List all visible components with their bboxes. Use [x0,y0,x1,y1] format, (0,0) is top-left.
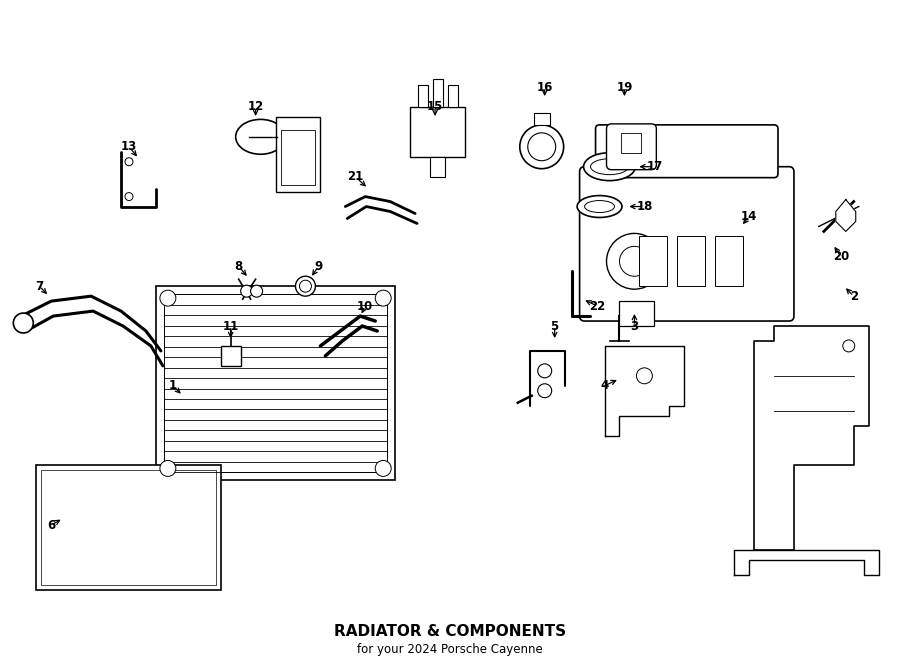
Bar [41,471,216,585]
Text: 10: 10 [357,299,374,313]
Ellipse shape [577,196,622,217]
FancyBboxPatch shape [607,124,656,170]
Bar [410,107,465,157]
FancyBboxPatch shape [596,125,778,178]
Bar [534,113,550,125]
Text: 14: 14 [741,210,757,223]
Text: 11: 11 [222,319,239,332]
Bar [639,237,667,286]
Text: 19: 19 [616,81,633,93]
Circle shape [842,340,855,352]
Ellipse shape [236,120,285,154]
Text: 20: 20 [832,250,849,263]
Bar [622,133,642,153]
Bar [433,79,443,107]
Text: RADIATOR & COMPONENTS: RADIATOR & COMPONENTS [334,624,566,639]
Polygon shape [754,326,868,550]
Circle shape [537,364,552,378]
Text: 8: 8 [235,260,243,273]
Circle shape [14,313,33,333]
Bar [164,294,387,473]
Text: 12: 12 [248,100,264,114]
Bar [430,157,445,176]
Circle shape [295,276,315,296]
Text: 9: 9 [314,260,322,273]
Text: 17: 17 [646,160,662,173]
Bar [418,85,428,107]
Text: 1: 1 [169,379,177,392]
Circle shape [375,461,392,477]
Bar [619,301,654,326]
Circle shape [619,247,650,276]
Circle shape [375,290,392,306]
Text: 2: 2 [850,290,858,303]
Bar [36,465,220,590]
Bar [716,237,743,286]
Text: 22: 22 [590,299,606,313]
Ellipse shape [583,153,635,180]
Circle shape [527,133,555,161]
Polygon shape [836,200,856,231]
Text: 5: 5 [551,319,559,332]
Polygon shape [605,346,684,436]
Bar [448,85,458,107]
Ellipse shape [585,200,615,212]
FancyBboxPatch shape [580,167,794,321]
Text: 15: 15 [427,100,443,114]
Bar [281,130,315,184]
Bar [156,286,395,481]
Text: 7: 7 [35,280,43,293]
Text: for your 2024 Porsche Cayenne: for your 2024 Porsche Cayenne [357,643,543,656]
Circle shape [160,290,176,306]
Circle shape [125,192,133,200]
Circle shape [250,285,263,297]
Text: 3: 3 [630,319,638,332]
Bar [275,117,320,192]
Text: 18: 18 [636,200,652,213]
Circle shape [300,280,311,292]
Text: 13: 13 [121,140,137,153]
Ellipse shape [590,159,628,175]
Circle shape [537,384,552,398]
Text: 21: 21 [347,170,364,183]
Text: 4: 4 [600,379,608,392]
Bar [220,346,240,366]
Circle shape [636,368,652,384]
Text: 16: 16 [536,81,553,93]
Polygon shape [734,550,878,575]
Bar [678,237,706,286]
Circle shape [240,285,253,297]
Circle shape [125,158,133,166]
Circle shape [520,125,563,169]
Circle shape [160,461,176,477]
Text: 6: 6 [47,519,56,531]
Circle shape [607,233,662,289]
